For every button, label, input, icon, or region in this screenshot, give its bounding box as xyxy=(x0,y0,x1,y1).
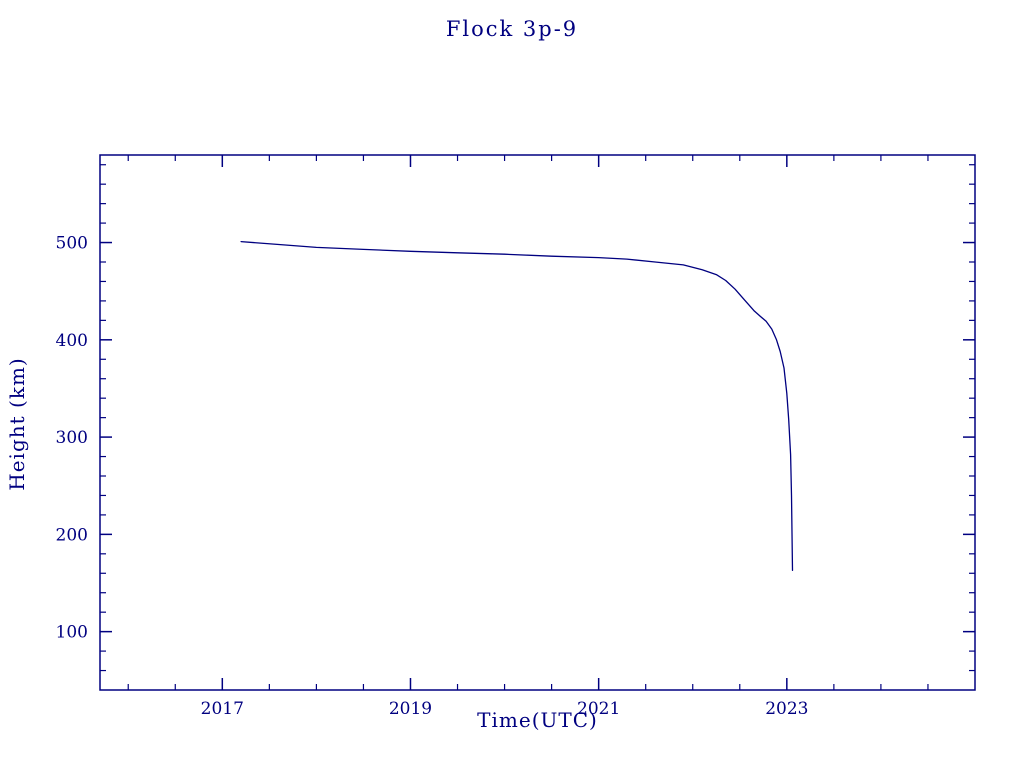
x-tick-label: 2017 xyxy=(201,699,244,719)
x-tick-label: 2019 xyxy=(389,699,432,719)
y-tick-label: 200 xyxy=(56,525,88,545)
y-tick-label: 500 xyxy=(56,234,88,254)
y-tick-label: 300 xyxy=(56,428,88,448)
chart-title: Flock 3p-9 xyxy=(445,17,579,41)
height-decay-line xyxy=(240,240,794,572)
x-tick-label: 2021 xyxy=(577,699,620,719)
x-axis-label: Time(UTC) xyxy=(477,708,598,732)
axes-box xyxy=(99,154,976,691)
y-tick-label: 400 xyxy=(56,331,88,351)
y-tick-label: 100 xyxy=(56,623,88,643)
x-tick-label: 2023 xyxy=(765,699,808,719)
